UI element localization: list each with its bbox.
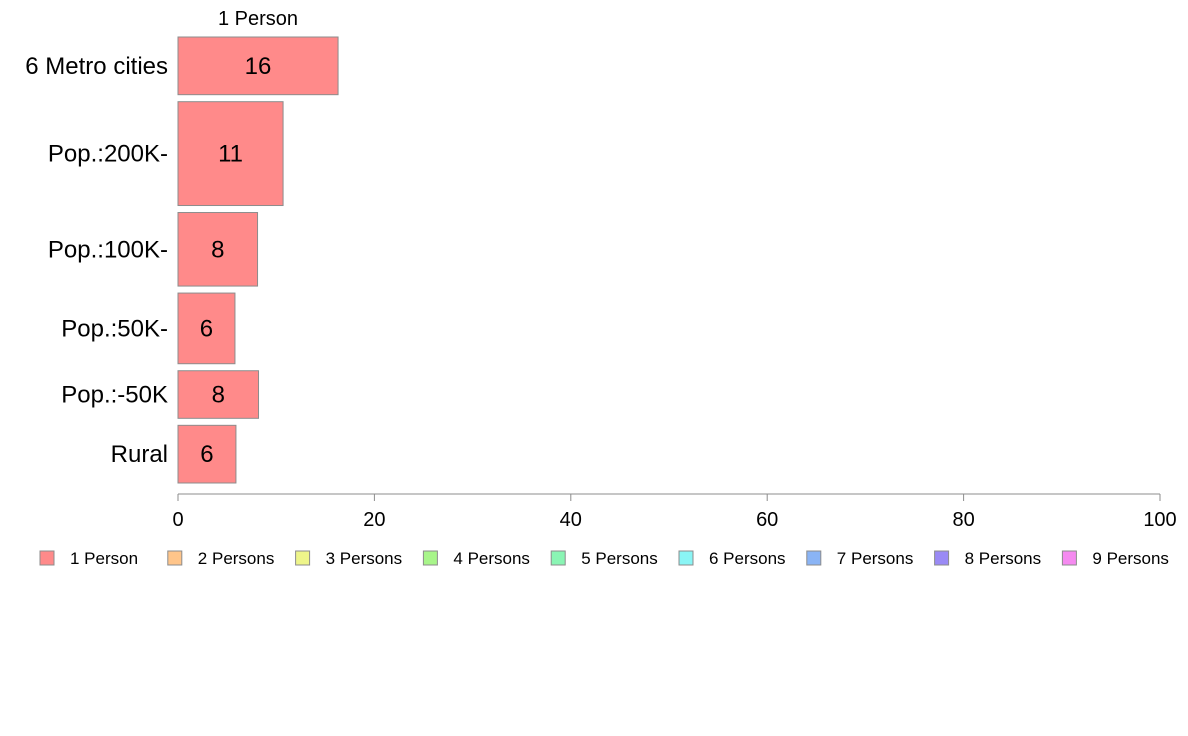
bar-segment: [177, 101, 284, 207]
category-label: 6 Metro cities: [25, 53, 168, 80]
category-label: Pop.:50K-: [61, 315, 168, 342]
x-tick-label: 20: [363, 509, 385, 531]
bar-value-label: 11: [218, 141, 243, 168]
category-label: Rural: [111, 441, 168, 468]
bar-value-label: 6: [200, 441, 213, 468]
legend-swatch: [1061, 550, 1077, 566]
category-label: Pop.:100K-: [48, 236, 168, 263]
legend-label: 2 Persons: [198, 549, 275, 568]
legend: 1 Person 2 Persons 3 Persons 4 Persons 5 Per…: [39, 549, 1169, 568]
category-label: Pop.:-50K: [61, 382, 168, 409]
legend-swatch: [422, 550, 438, 566]
legend-label: 4 Persons: [453, 549, 530, 568]
bar-value-label: 8: [211, 236, 224, 263]
legend-swatch: [678, 550, 694, 566]
legend-swatch: [934, 550, 950, 566]
category-labels: 6 Metro cities Pop.:200K- Pop.:100K- Pop.:5…: [25, 53, 168, 468]
legend-label: 9 Persons: [1092, 549, 1169, 568]
legend-label: 1 Person: [70, 549, 138, 568]
legend-label: 7 Persons: [837, 549, 914, 568]
x-tick-label: 80: [952, 509, 974, 531]
x-tick-label: 40: [560, 509, 582, 531]
legend-swatch: [550, 550, 566, 566]
bar-segment: [177, 424, 237, 484]
legend-label: 6 Persons: [709, 549, 786, 568]
bar-value-label: 6: [200, 315, 213, 342]
bar-value-label: 8: [212, 382, 225, 409]
legend-swatch: [167, 550, 183, 566]
bar-value-label: 16: [245, 53, 272, 80]
bar-segment: [177, 36, 339, 96]
top-annotation: 1 Person: [218, 8, 298, 30]
legend-label: 8 Persons: [965, 549, 1042, 568]
legend-label: 5 Persons: [581, 549, 658, 568]
x-tick-label: 0: [172, 509, 183, 531]
legend-label: 3 Persons: [326, 549, 403, 568]
bar-segment: [177, 292, 236, 365]
category-label: Pop.:200K-: [48, 141, 168, 168]
legend-swatch: [39, 550, 55, 566]
x-axis: 0 20 40 60 80 100: [172, 493, 1177, 531]
x-tick-label: 100: [1143, 509, 1176, 531]
bar-segment: [177, 212, 259, 287]
bars-group: 16 11 8 6 8 6: [177, 36, 339, 484]
legend-swatch: [806, 550, 822, 566]
legend-swatch: [295, 550, 311, 566]
bar-segment: [177, 370, 260, 419]
x-tick-label: 60: [756, 509, 778, 531]
